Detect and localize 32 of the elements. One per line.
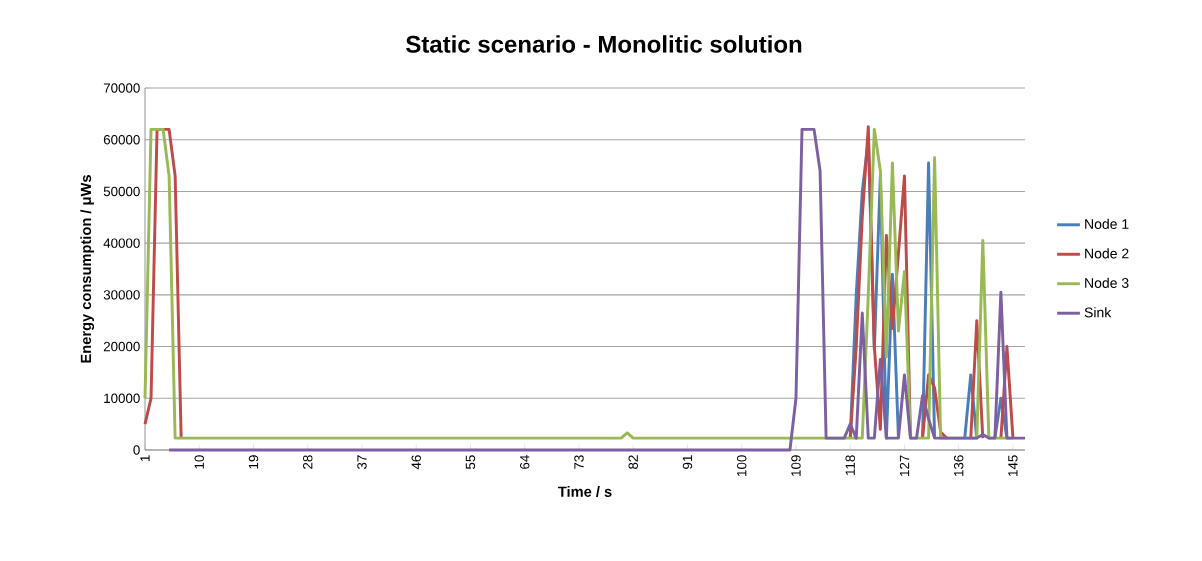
y-tick-label: 50000 — [103, 186, 140, 197]
x-tick-label: 91 — [682, 455, 693, 469]
x-tick-label: 64 — [520, 455, 530, 469]
y-tick-label: 30000 — [103, 290, 140, 300]
x-tick-label: 19 — [248, 455, 259, 469]
x-tick-label: 46 — [411, 455, 421, 470]
x-tick-label: 109 — [791, 455, 801, 476]
y-tick-label: 40000 — [103, 238, 140, 248]
y-axis-title: Energy consumption / μWs — [80, 175, 95, 363]
x-tick-label: 118 — [845, 455, 855, 475]
chart-title: Static scenario - Monolitic solution — [406, 35, 802, 53]
x-tick-label: 127 — [899, 455, 910, 476]
x-axis-title: Time / s — [558, 486, 612, 498]
legend-label: Node 2 — [1085, 248, 1129, 259]
x-tick-label: 136 — [953, 455, 964, 476]
x-tick-label: 145 — [1008, 455, 1018, 476]
legend-label: Node 1 — [1085, 218, 1129, 230]
x-tick-label: 55 — [465, 455, 476, 469]
x-tick-label: 28 — [303, 455, 313, 469]
y-tick-label: 20000 — [103, 341, 140, 352]
x-tick-label: 82 — [628, 455, 638, 469]
y-tick-label: 0 — [133, 445, 140, 455]
x-tick-label: 1 — [140, 455, 150, 462]
legend-label: Sink — [1084, 307, 1112, 318]
y-tick-label: 10000 — [104, 393, 140, 403]
legend-label: Node 3 — [1085, 277, 1129, 288]
x-tick-label: 100 — [737, 455, 747, 476]
x-tick-label: 10 — [194, 455, 204, 469]
x-tick-label: 73 — [574, 455, 584, 469]
x-tick-label: 37 — [357, 455, 367, 470]
y-tick-label: 70000 — [103, 83, 140, 93]
y-tick-label: 60000 — [103, 135, 140, 145]
